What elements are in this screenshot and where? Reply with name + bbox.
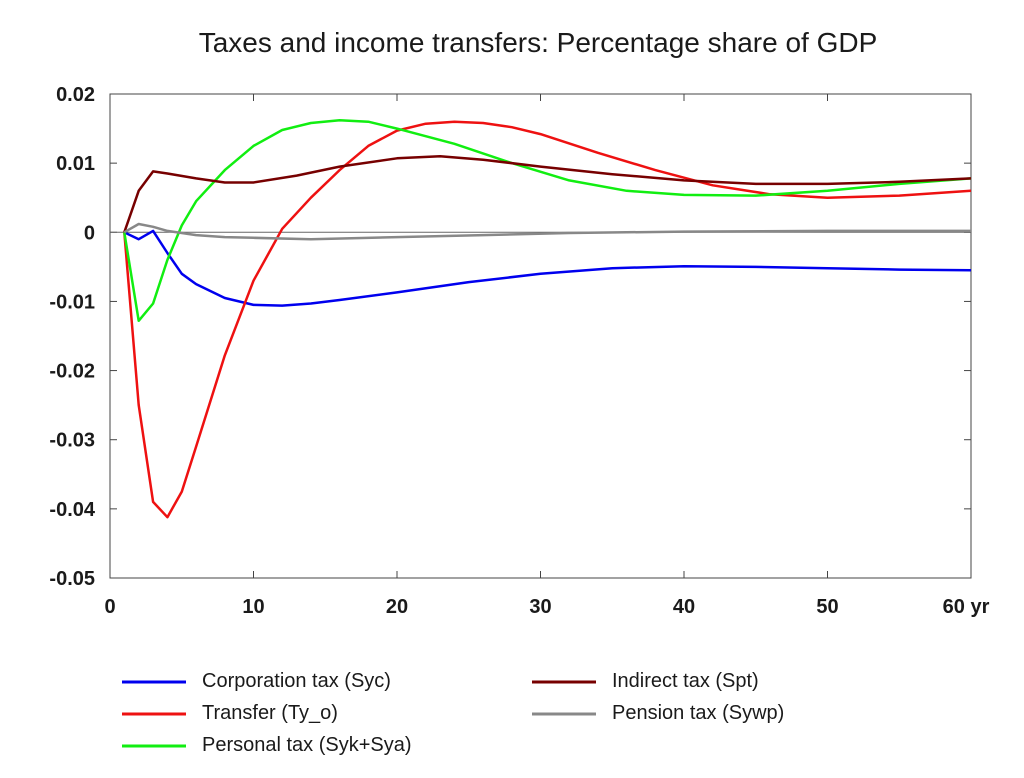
series-line-1: [123, 120, 972, 519]
legend-label: Indirect tax (Spt): [612, 670, 759, 692]
legend-label: Corporation tax (Syc): [202, 670, 391, 692]
y-tick-label: -0.05: [49, 568, 95, 590]
x-tick-label: 30: [529, 596, 551, 618]
x-tick-label: 20: [386, 596, 408, 618]
x-tick-label: 40: [673, 596, 695, 618]
y-tick-label: -0.01: [49, 291, 95, 313]
x-axis: 0 10 20 30 40 50 60 yr: [104, 94, 990, 618]
legend: Corporation tax (Syc) Indirect tax (Spt) T…: [122, 670, 784, 756]
series-line-0: [123, 229, 972, 307]
series-group: [123, 119, 972, 519]
series-line-2: [123, 119, 972, 323]
y-tick-label: 0.01: [56, 153, 95, 175]
chart-title: Taxes and income transfers: Percentage s…: [199, 27, 878, 58]
x-tick-label: 60 yr: [943, 596, 990, 618]
y-tick-label: 0: [84, 222, 95, 244]
y-tick-label: -0.04: [49, 499, 95, 521]
y-tick-label: -0.02: [49, 361, 95, 383]
y-tick-label: -0.03: [49, 430, 95, 452]
y-tick-label: 0.02: [56, 84, 95, 106]
series-line-4: [123, 222, 971, 241]
legend-label: Personal tax (Syk+Sya): [202, 734, 412, 756]
series-line-3: [123, 154, 972, 233]
x-tick-label: 50: [816, 596, 838, 618]
legend-label: Transfer (Ty_o): [202, 702, 338, 724]
x-tick-label: 0: [104, 596, 115, 618]
x-tick-label: 10: [242, 596, 264, 618]
legend-label: Pension tax (Sywp): [612, 702, 784, 724]
y-axis: 0.02 0.01 0 -0.01 -0.02 -0.03 -0.04 -0.05: [49, 84, 971, 590]
